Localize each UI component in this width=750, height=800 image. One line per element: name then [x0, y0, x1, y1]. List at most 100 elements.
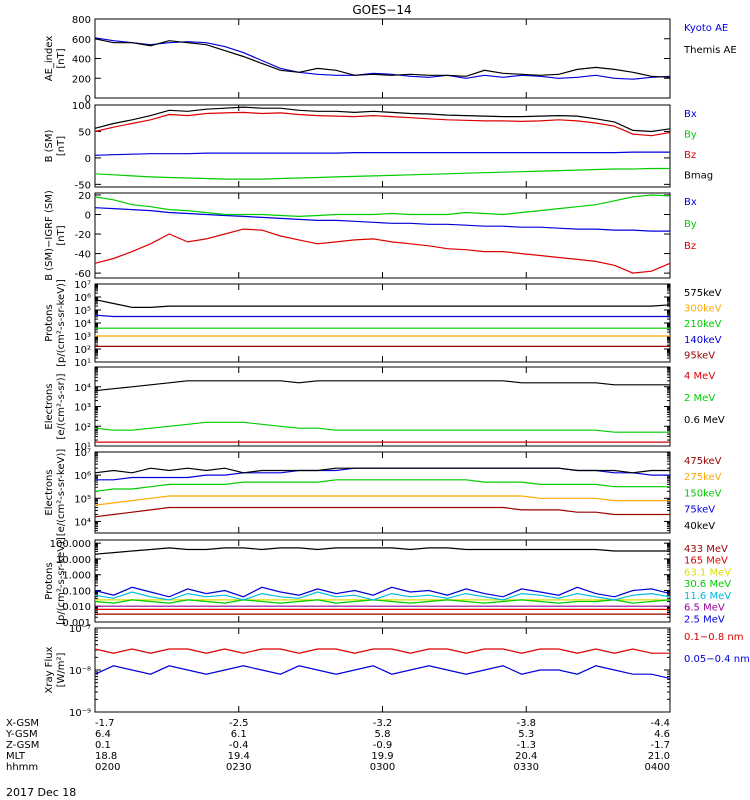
y-tick-label: 10⁶	[74, 471, 91, 482]
legend-entry: 140keV	[684, 335, 722, 346]
legend-entry: Themis AE	[683, 45, 737, 56]
legend-entry: 63.1 MeV	[684, 567, 731, 578]
y-axis-label: B (SM)	[44, 129, 55, 162]
footer-value: 0.1	[95, 740, 111, 751]
footer-value: 0300	[370, 762, 395, 773]
footer-value: 18.8	[95, 751, 117, 762]
series-line-bx	[94, 151, 670, 156]
y-tick-label: -40	[75, 250, 91, 261]
legend-entry: 40keV	[684, 521, 715, 532]
series-line-275kev	[94, 495, 670, 506]
series-line-themis-ae	[94, 38, 671, 78]
y-tick-label: 10²	[74, 422, 91, 433]
legend-entry: 210keV	[684, 319, 722, 330]
legend-entry: Bz	[684, 150, 696, 161]
panel-3: -60 -40 -20 0 20 B (SM)−IGRF (SM) [nT] Bx By Bz	[44, 190, 697, 281]
y-tick-label: 10⁻⁹	[69, 708, 91, 719]
panel-4: 10¹ 10² 10³ 10⁴ 10⁵ 10⁶ 10⁷ Protons [p/(cm²-s-sr…	[44, 279, 722, 369]
legend-entry: Bz	[684, 241, 696, 252]
footer-value: 6.1	[231, 729, 247, 740]
legend-entry: 0.6 MeV	[684, 415, 725, 426]
series-line-by	[94, 167, 670, 180]
series-line-bz	[94, 111, 671, 137]
series-line-150kev	[94, 479, 670, 492]
y-axis-label: Protons	[44, 304, 55, 341]
y-tick-label: 20	[78, 191, 91, 202]
legend-entry: 2 MeV	[684, 393, 715, 404]
footer-value: -0.9	[373, 740, 393, 751]
y-tick-label: 10⁷	[74, 448, 91, 459]
footer-value: 0330	[514, 762, 539, 773]
footer-value: 0200	[95, 762, 120, 773]
footer-value: -4.4	[650, 718, 670, 729]
y-axis-label: [nT]	[56, 48, 67, 68]
legend-entry: 4 MeV	[684, 371, 715, 382]
y-axis-label: [p/(cm²-s-sr-keV)]	[56, 279, 67, 367]
y-axis-label: Xray Flux	[44, 646, 55, 693]
legend-entry: 0.05−0.4 nm	[684, 654, 750, 665]
panel-6: 10⁴ 10⁵ 10⁶ 10⁷ Electrons [e/(cm²-s-sr-keV)] 4…	[44, 448, 722, 536]
y-axis-label: [nT]	[56, 225, 67, 245]
coordinate-footer: X-GSM -1.7 -2.5 -3.2 -3.8 -4.4 Y-GSM 6.4 6.1 5.8 5…	[5, 718, 670, 773]
y-tick-label: 0	[85, 154, 91, 165]
y-tick-label: 10⁴	[74, 517, 91, 528]
panel-8: 10⁻⁹ 10⁻⁸ 10⁻⁷ Xray Flux [W/m²] 0.1−0.8 nm 0.0…	[44, 624, 750, 719]
series-line-bx	[94, 207, 670, 232]
series-line-bz	[94, 228, 671, 274]
footer-value: 19.4	[228, 751, 250, 762]
y-tick-label: 0	[85, 210, 91, 221]
footer-value: -3.2	[373, 718, 393, 729]
y-axis-label: Electrons	[44, 383, 55, 429]
y-tick-label: 0.100	[62, 586, 91, 597]
footer-value: 0400	[645, 762, 670, 773]
legend-entry: Bmag	[684, 171, 713, 182]
legend-entry: 165 MeV	[684, 556, 728, 567]
y-axis-label: [e/(cm²-s-sr-keV)]	[56, 449, 67, 537]
y-axis-label: AE_index	[44, 36, 55, 82]
y-tick-label: 10⁴	[74, 383, 91, 394]
y-tick-label: 0.001	[62, 618, 91, 629]
y-tick-label: -50	[75, 180, 91, 191]
footer-value: -1.3	[516, 740, 536, 751]
series-line-30-6-mev	[94, 599, 671, 604]
y-tick-label: 10⁵	[74, 494, 91, 505]
date-label: 2017 Dec 18	[6, 786, 76, 799]
y-tick-label: 1.000	[62, 571, 91, 582]
series-line-kyoto-ae	[94, 37, 671, 80]
y-axis-label: [nT]	[56, 136, 67, 156]
series-line-2-mev	[94, 421, 670, 433]
y-tick-label: 400	[72, 55, 91, 66]
y-axis-label: B (SM)−IGRF (SM)	[44, 190, 55, 281]
y-tick-label: 10⁵	[74, 306, 91, 317]
series-line-by	[94, 194, 671, 218]
y-axis-label: Electrons	[44, 469, 55, 515]
y-tick-label: 100	[72, 101, 91, 112]
series-line-0-6-mev	[94, 380, 670, 392]
footer-value: 5.8	[375, 729, 391, 740]
panel-1: 0 200 400 600 800 AE_index [nT] Kyoto AE Themis …	[44, 15, 737, 105]
panel-5: 10¹ 10² 10³ 10⁴ Electrons [e/(cm²-s-sr)] 4 MeV…	[44, 366, 725, 453]
legend-entry: 95keV	[684, 350, 715, 361]
series-line-0-05-0-4-nm	[94, 665, 671, 679]
y-axis-label: Protons	[44, 562, 55, 599]
series-line-unnamed	[94, 547, 670, 555]
y-tick-label: 10⁻⁷	[69, 624, 91, 635]
series-line-11-6-mev	[94, 591, 671, 601]
y-axis-label: [e/(cm²-s-sr)]	[56, 373, 67, 439]
legend-entry: 575keV	[684, 288, 722, 299]
legend-entry: 150keV	[684, 488, 722, 499]
footer-value: -0.4	[229, 740, 249, 751]
y-tick-label: -20	[75, 230, 91, 241]
series-line-bmag	[94, 106, 671, 133]
y-tick-label: 10¹	[74, 358, 91, 369]
y-tick-label: 200	[72, 74, 91, 85]
legend-entry: 11.6 MeV	[684, 591, 731, 602]
panel-frame	[94, 18, 671, 99]
footer-value: 0230	[226, 762, 251, 773]
y-tick-label: -60	[75, 269, 91, 280]
series-line-40kev	[94, 467, 670, 474]
legend-entry: 0.1−0.8 nm	[684, 632, 743, 643]
panel-frame	[94, 366, 671, 447]
